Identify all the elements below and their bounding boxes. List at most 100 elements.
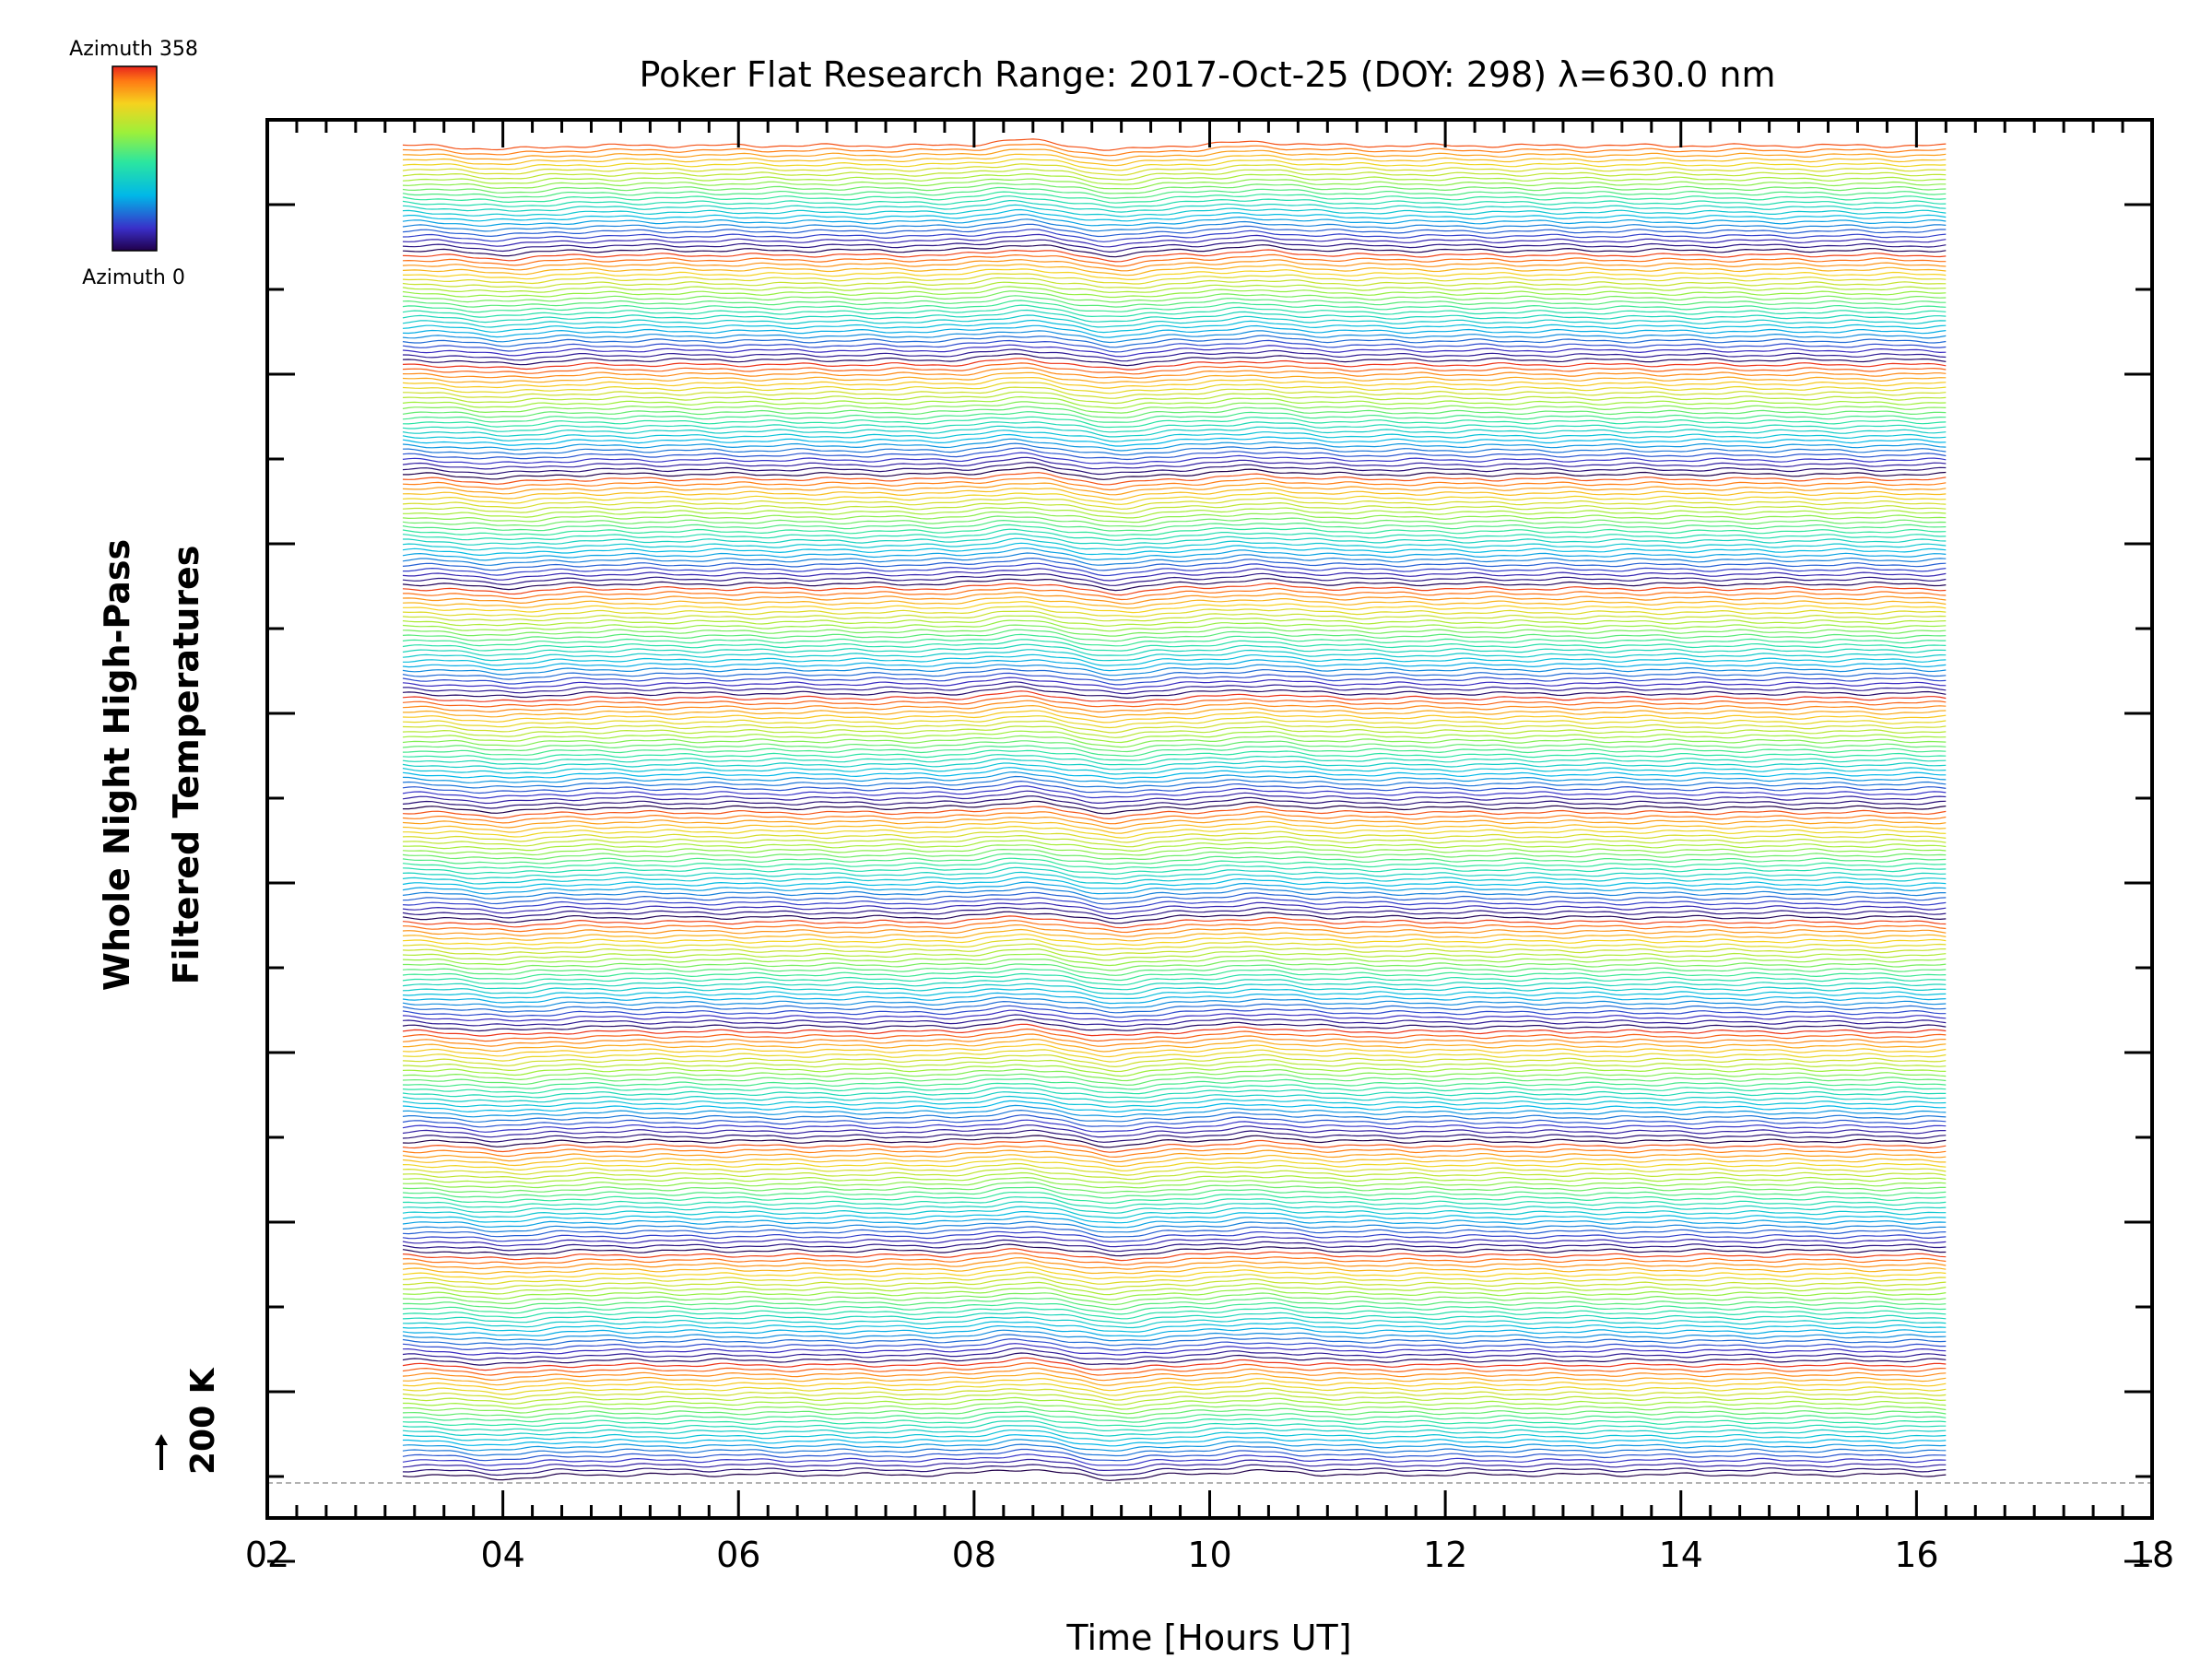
series-line (402, 452, 1947, 465)
series-line (402, 1297, 1947, 1311)
series-line (402, 592, 1947, 605)
series-line (402, 1109, 1947, 1123)
series-line (402, 1248, 1947, 1262)
series-line (402, 596, 1947, 609)
series-line (402, 1077, 1947, 1090)
series-line (402, 1302, 1947, 1315)
series-line (402, 1324, 1947, 1337)
x-tick-label: 14 (1659, 1535, 1703, 1575)
series-line (402, 438, 1947, 452)
series-line (402, 633, 1947, 647)
series-line (402, 988, 1947, 999)
series-line (402, 624, 1947, 637)
series-line (402, 1357, 1947, 1371)
series-line (403, 466, 1947, 480)
series-line (402, 191, 1947, 204)
series-line (402, 840, 1947, 853)
series-line (402, 1425, 1947, 1437)
series-line (402, 881, 1947, 895)
series-line (402, 295, 1947, 308)
series-line (402, 725, 1947, 738)
series-line (402, 1468, 1947, 1481)
series-line (402, 1014, 1947, 1028)
series-line (402, 1292, 1947, 1306)
series-line (402, 421, 1947, 433)
series-line (402, 557, 1947, 571)
series-line (402, 897, 1947, 910)
series-line (402, 758, 1947, 771)
series-line (402, 259, 1947, 272)
series-line (402, 780, 1947, 794)
series-line (402, 1257, 1947, 1270)
series-line (402, 138, 1947, 151)
series-line (402, 339, 1947, 353)
series-line (402, 1073, 1947, 1086)
series-line (402, 1252, 1947, 1265)
series-line (402, 672, 1947, 686)
x-axis-label: Time [Hours UT] (1065, 1618, 1351, 1658)
series-line (402, 1347, 1947, 1361)
series-line (402, 953, 1947, 967)
series-line (402, 411, 1947, 423)
series-line (402, 992, 1947, 1005)
series-line (402, 233, 1947, 248)
scale-bar: 200 K (155, 1367, 222, 1475)
series-line (402, 1307, 1947, 1320)
series-line (402, 229, 1947, 242)
y-axis-label-line-1: Whole Night High-Pass (97, 539, 137, 991)
series-line (402, 1334, 1947, 1347)
series-line (402, 582, 1947, 596)
series-line (402, 264, 1947, 276)
series-line (403, 507, 1947, 519)
series-line (402, 1124, 1947, 1138)
series-line (402, 395, 1947, 409)
series-line (402, 195, 1947, 208)
x-tick-label: 12 (1423, 1535, 1467, 1575)
series-group (402, 138, 1947, 1481)
series-line (402, 547, 1947, 561)
series-line (402, 1439, 1947, 1452)
series-line (402, 1053, 1947, 1068)
series-line (403, 959, 1947, 971)
series-line (402, 1262, 1947, 1275)
series-line (402, 330, 1947, 344)
series-line (402, 143, 1947, 157)
series-line (402, 887, 1947, 900)
series-line (402, 1453, 1947, 1466)
series-line (402, 344, 1947, 358)
series-line (402, 857, 1947, 870)
series-line (403, 268, 1947, 281)
series-line (402, 1023, 1947, 1037)
series-line (403, 533, 1947, 547)
series-line (402, 643, 1947, 656)
series-line (402, 1028, 1947, 1042)
series-line (402, 1352, 1947, 1366)
series-line (402, 406, 1947, 418)
series-line (402, 649, 1947, 662)
series-line (402, 848, 1947, 860)
series-line (402, 376, 1947, 389)
series-line (403, 587, 1947, 601)
series-line (402, 1287, 1947, 1300)
series-line (403, 704, 1947, 718)
series-line (402, 447, 1947, 461)
series-line (402, 1176, 1947, 1189)
series-line (402, 1049, 1947, 1063)
series-line (402, 416, 1947, 429)
series-line (402, 853, 1947, 865)
series-line (402, 304, 1947, 318)
series-line (402, 492, 1947, 505)
series-line (402, 771, 1947, 784)
series-line (402, 172, 1947, 185)
x-tick-labels: 02 04 06 08 10 12 14 16 18 (245, 1535, 2174, 1575)
series-line (402, 1464, 1947, 1477)
y-axis-label-line-2: Filtered Temperatures (166, 546, 206, 985)
series-line (402, 1401, 1947, 1415)
colorbar: Azimuth 358 Azimuth 0 (69, 38, 198, 289)
scale-bar-arrow (155, 1434, 168, 1445)
series-line (402, 1281, 1947, 1296)
series-line (402, 1196, 1947, 1209)
series-line (402, 1162, 1947, 1176)
series-line (403, 1396, 1947, 1410)
series-line (402, 686, 1947, 700)
